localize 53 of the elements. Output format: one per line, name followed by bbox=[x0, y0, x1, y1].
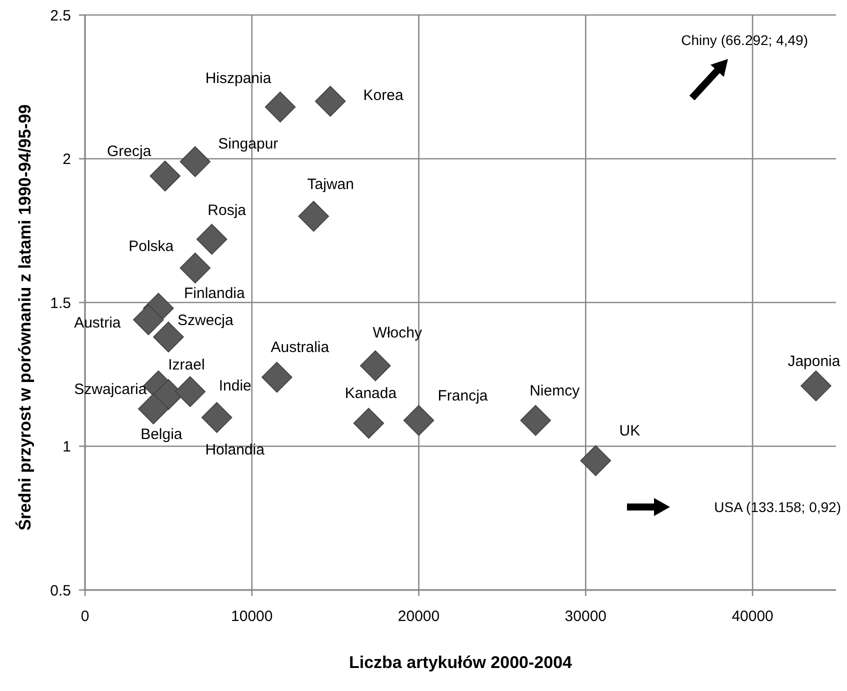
data-label: Austria bbox=[74, 314, 122, 332]
data-label: Włochy bbox=[372, 324, 422, 342]
point bbox=[353, 408, 384, 439]
data-label: Grecja bbox=[107, 142, 152, 160]
data-label: Japonia bbox=[788, 352, 841, 370]
data-label: Rosja bbox=[208, 202, 247, 220]
data-label: Indie bbox=[218, 378, 252, 395]
data-label: Szwecja bbox=[178, 312, 234, 329]
point bbox=[403, 404, 434, 436]
data-label: Izrael bbox=[168, 356, 205, 374]
data-label: Szwajcaria bbox=[74, 380, 148, 398]
x-tick-label: 20000 bbox=[398, 608, 440, 625]
point bbox=[196, 224, 228, 255]
point bbox=[360, 350, 391, 382]
data-label: Polska bbox=[128, 238, 174, 255]
point bbox=[520, 404, 551, 436]
x-axis-title: Liczba artykułów 2000-2004 bbox=[348, 653, 573, 672]
y-tick-label: 2 bbox=[62, 151, 71, 168]
data-label: Kanada bbox=[344, 385, 398, 402]
x-tick-label: 0 bbox=[80, 608, 90, 625]
data-label: Australia bbox=[270, 339, 330, 356]
y-tick-label: 1 bbox=[62, 438, 71, 456]
point bbox=[298, 200, 330, 232]
data-label: Hiszpania bbox=[205, 70, 272, 87]
data-label: Francja bbox=[438, 387, 488, 404]
data-label: Tajwan bbox=[307, 176, 354, 194]
point bbox=[580, 445, 612, 476]
data-label: Holandia bbox=[205, 441, 266, 458]
data-label: Belgia bbox=[140, 426, 183, 443]
point bbox=[264, 92, 296, 122]
point bbox=[201, 402, 232, 433]
point bbox=[262, 362, 292, 393]
x-tick-label: 10000 bbox=[231, 608, 273, 625]
point bbox=[180, 146, 211, 178]
point bbox=[174, 376, 206, 408]
point bbox=[133, 304, 164, 336]
point bbox=[180, 252, 211, 284]
y-axis-title: Średni przyrost w porównaniu z latami 1990-94/95-99 bbox=[14, 104, 34, 531]
x-tick-label: 40000 bbox=[732, 608, 774, 625]
data-label: UK bbox=[619, 422, 640, 440]
data-label: Niemcy bbox=[530, 382, 580, 400]
annotation: USA (133.158; 0,92) bbox=[714, 498, 841, 515]
annotation: Chiny (66.292; 4,49) bbox=[681, 32, 808, 48]
point bbox=[150, 160, 181, 192]
point bbox=[800, 370, 832, 402]
y-tick-label: 2.5 bbox=[50, 7, 71, 24]
data-label: Korea bbox=[363, 87, 404, 104]
x-tick-label: 30000 bbox=[564, 608, 607, 625]
data-label: Singapur bbox=[218, 136, 278, 153]
y-tick-label: 1.5 bbox=[50, 294, 71, 312]
y-tick-label: 0.5 bbox=[50, 582, 71, 600]
point bbox=[314, 86, 346, 117]
data-label: Finlandia bbox=[184, 285, 246, 302]
